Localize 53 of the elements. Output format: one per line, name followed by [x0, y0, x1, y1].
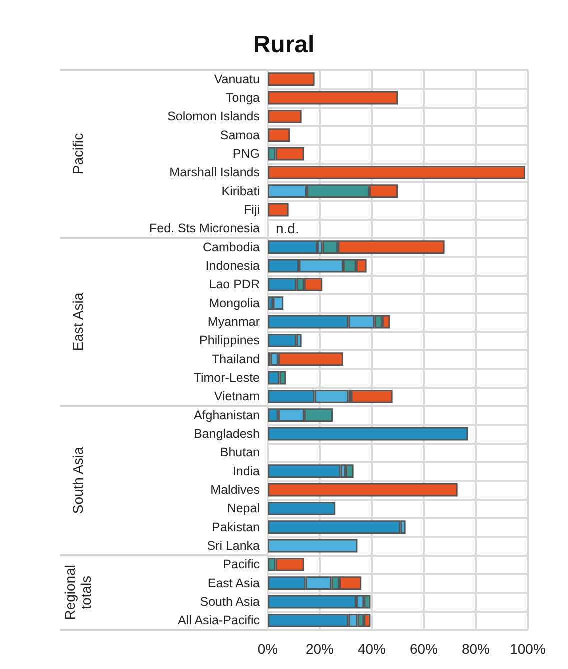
- bar: [351, 390, 393, 404]
- x-tick-label: 40%: [358, 641, 386, 657]
- bar: [268, 539, 358, 553]
- bar: [268, 502, 336, 516]
- bar: [268, 203, 289, 217]
- x-tick-label: 80%: [462, 641, 490, 657]
- y-tick-label: Myanmar: [208, 315, 260, 329]
- y-tick-label: Timor-Leste: [194, 371, 260, 385]
- y-tick-label: Pacific: [223, 558, 260, 572]
- y-tick-label: PNG: [232, 147, 260, 161]
- y-tick-label: Maldives: [210, 483, 260, 497]
- text: Regional totals: [62, 565, 94, 620]
- y-tick-label: East Asia: [208, 576, 260, 590]
- bar: [268, 128, 290, 142]
- y-tick-label: Vanuatu: [214, 72, 260, 86]
- y-tick-label: Afghanistan: [194, 408, 260, 422]
- y-tick-label: Solomon Islands: [168, 110, 260, 124]
- bar: [268, 72, 315, 86]
- x-tick-label: 60%: [410, 641, 438, 657]
- y-tick-label: Philippines: [200, 334, 260, 348]
- annotation: n.d.: [276, 220, 300, 237]
- y-tick-label: All Asia-Pacific: [178, 614, 260, 628]
- y-tick-label: India: [232, 464, 260, 478]
- x-tick-label: 100%: [510, 641, 546, 657]
- x-tick-label: 20%: [306, 641, 334, 657]
- y-tick-label: Fed. Sts Micronesia: [150, 222, 260, 236]
- y-tick-label: Cambodia: [203, 240, 260, 254]
- y-tick-label: Indonesia: [206, 259, 260, 273]
- y-tick-label: Pakistan: [212, 520, 260, 534]
- y-tick-label: Vietnam: [214, 390, 260, 404]
- bar: [268, 427, 468, 441]
- y-tick-label: Bhutan: [220, 446, 260, 460]
- y-tick-label: Mongolia: [209, 296, 260, 310]
- y-tick-label: Bangladesh: [194, 427, 260, 441]
- y-tick-label: Kiribati: [222, 184, 260, 198]
- bar: [268, 483, 458, 497]
- text: East Asia: [70, 292, 86, 352]
- bar: [268, 166, 526, 180]
- y-tick-label: Marshall Islands: [170, 166, 260, 180]
- text: South Asia: [70, 446, 86, 514]
- y-tick-label: Fiji: [244, 203, 260, 217]
- y-tick-label: Lao PDR: [209, 278, 260, 292]
- bar: [268, 110, 302, 124]
- y-tick-label: Nepal: [227, 502, 260, 516]
- chart-title: Rural: [253, 32, 315, 58]
- y-tick-label: South Asia: [200, 595, 260, 609]
- x-tick-label: 0%: [258, 641, 278, 657]
- y-tick-label: Tonga: [226, 91, 260, 105]
- y-tick-label: Thailand: [212, 352, 260, 366]
- text: Pacific: [70, 133, 86, 175]
- y-tick-label: Sri Lanka: [207, 539, 260, 553]
- bar: [268, 91, 398, 105]
- y-tick-label: Samoa: [220, 128, 260, 142]
